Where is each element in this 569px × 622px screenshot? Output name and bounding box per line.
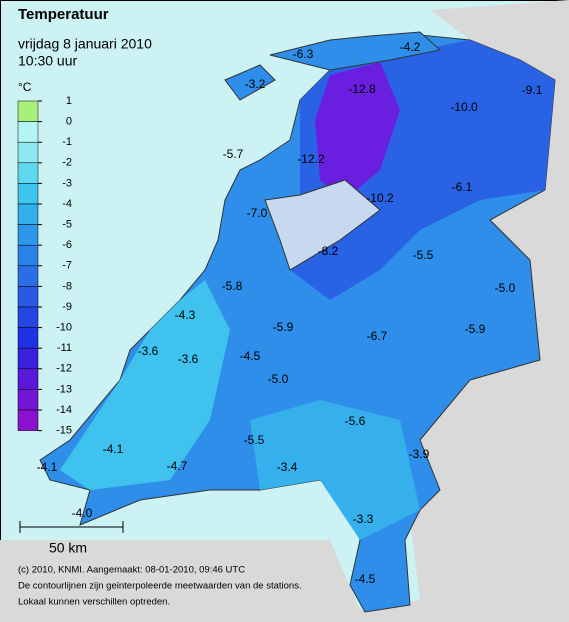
station-value: -7.0 (247, 206, 268, 220)
legend-swatch (17, 141, 39, 164)
coldest-region (315, 62, 400, 200)
legend-swatch (17, 100, 39, 122)
legend-unit: °C (18, 80, 32, 94)
legend-swatch (17, 121, 39, 143)
legend-swatch (17, 347, 39, 370)
legend-swatch (17, 183, 39, 205)
legend-swatch (17, 286, 39, 308)
legend-label: 1 (66, 95, 72, 107)
legend-label: -7 (62, 260, 72, 272)
legend-label: -4 (62, 198, 72, 210)
legend-label: -10 (56, 322, 72, 334)
legend-label: -1 (62, 136, 72, 148)
station-value: -4.5 (240, 349, 261, 363)
station-value: -4.7 (167, 459, 188, 473)
station-value: -5.0 (268, 372, 289, 386)
legend-label: -14 (56, 404, 72, 416)
station-value: -12.2 (297, 152, 325, 166)
ijsselmeer (264, 179, 381, 271)
legend-label: -2 (62, 157, 72, 169)
stations: -6.3 -4.2 -3.2 -12.8 -9.1 -10.0 -5.7 -12.2 -6.1 -… (37, 40, 543, 586)
legend-label: -15 (56, 425, 72, 437)
station-value: -10.2 (366, 191, 394, 205)
legend-label: -9 (62, 301, 72, 313)
station-value: -8.2 (318, 244, 339, 258)
legend-swatch (17, 203, 39, 225)
station-value: -6.3 (293, 47, 314, 61)
station-value: -4.1 (37, 460, 58, 474)
station-value: -6.1 (452, 180, 473, 194)
date: vrijdag 8 januari 2010 (18, 36, 152, 52)
station-value: -5.8 (222, 279, 243, 293)
legend-label: -11 (57, 342, 72, 354)
station-value: -5.5 (244, 433, 265, 447)
legend-swatch (17, 244, 39, 267)
legend-label: -13 (56, 383, 72, 395)
station-value: -4.0 (72, 506, 93, 520)
footer-line: Lokaal kunnen verschillen optreden. (18, 597, 170, 608)
scale-label: 50 km (49, 540, 87, 556)
station-value: -3.9 (409, 447, 430, 461)
legend-swatch (17, 409, 39, 431)
station-value: -5.7 (223, 147, 244, 161)
texel (224, 64, 276, 101)
station-value: -3.3 (353, 512, 374, 526)
legend: 1 0 -1 -2 -3 -4 -5 -6 -7 -8 -9 -10 -11 -12 -13 -14 -15 (17, 95, 72, 437)
station-value: -10.0 (450, 100, 478, 114)
station-value: -5.6 (345, 414, 366, 428)
legend-label: 0 (66, 116, 72, 128)
mild-region (60, 280, 230, 490)
legend-label: -3 (62, 177, 72, 189)
legend-swatch (17, 327, 39, 349)
station-value: -12.8 (348, 82, 376, 96)
mild-region-south (250, 400, 420, 540)
legend-label: -12 (56, 363, 72, 375)
legend-swatch (17, 368, 39, 390)
legend-swatch (17, 162, 39, 184)
station-value: -4.2 (400, 40, 421, 54)
legend-swatch (17, 265, 39, 287)
footer-line: De contourlijnen zijn geinterpoleerde me… (18, 581, 302, 592)
station-value: -3.6 (178, 352, 199, 366)
station-value: -5.5 (413, 248, 434, 262)
station-value: -4.1 (103, 442, 124, 456)
legend-swatch (17, 224, 39, 246)
station-value: -3.4 (277, 460, 298, 474)
station-value: -3.6 (138, 344, 159, 358)
station-value: -3.2 (245, 77, 266, 91)
station-value: -9.1 (522, 83, 543, 97)
time: 10:30 uur (18, 53, 77, 69)
station-value: -6.7 (367, 329, 388, 343)
station-value: -5.0 (495, 281, 516, 295)
station-value: -5.9 (273, 320, 294, 334)
station-value: -4.3 (175, 308, 196, 322)
title: Temperatuur (18, 6, 109, 23)
legend-swatch (17, 389, 39, 411)
wadden-islands (269, 31, 442, 71)
legend-label: -6 (62, 239, 72, 251)
legend-swatch (17, 306, 39, 328)
legend-label: -8 (62, 280, 72, 292)
legend-label: -5 (62, 219, 72, 231)
footer-line: (c) 2010, KNMI. Aangemaakt: 08-01-2010, … (18, 565, 245, 576)
station-value: -5.9 (465, 322, 486, 336)
station-value: -4.5 (355, 572, 376, 586)
